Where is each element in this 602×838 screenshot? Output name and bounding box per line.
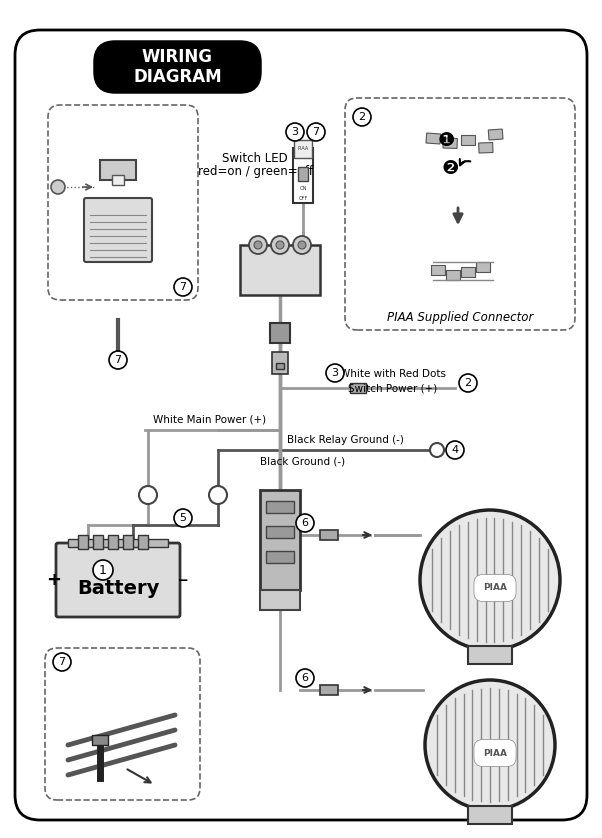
Bar (293, 148, 313, 203)
Text: 7: 7 (58, 657, 66, 667)
Bar (476, 262, 490, 272)
Circle shape (459, 374, 477, 392)
Circle shape (139, 486, 157, 504)
Text: 2: 2 (464, 378, 471, 388)
Bar (426, 133, 441, 144)
Bar (479, 142, 493, 153)
Text: PIAA: PIAA (483, 748, 507, 758)
Text: ON: ON (299, 187, 307, 192)
Text: +: + (46, 571, 61, 589)
Text: 4: 4 (452, 445, 459, 455)
Circle shape (293, 236, 311, 254)
Text: –: – (178, 570, 188, 590)
Text: 7: 7 (114, 355, 122, 365)
Bar (272, 352, 288, 374)
Bar (276, 363, 284, 369)
FancyBboxPatch shape (15, 30, 587, 820)
Bar (108, 535, 118, 549)
Bar (78, 535, 88, 549)
Bar (320, 685, 338, 695)
Bar (443, 138, 458, 148)
Bar (266, 501, 294, 513)
Circle shape (53, 653, 71, 671)
Bar (298, 167, 308, 181)
Text: 1: 1 (99, 563, 107, 577)
Text: ❷: ❷ (441, 158, 459, 178)
Text: PIAA Supplied Connector: PIAA Supplied Connector (387, 312, 533, 324)
Text: Switch Power (+): Switch Power (+) (349, 384, 438, 394)
Circle shape (296, 514, 314, 532)
Text: OFF: OFF (299, 196, 308, 201)
Bar (461, 267, 475, 277)
Text: PIAA: PIAA (483, 583, 507, 592)
Circle shape (254, 241, 262, 249)
Bar (260, 490, 300, 590)
Text: 7: 7 (312, 127, 320, 137)
Bar (93, 535, 103, 549)
FancyBboxPatch shape (84, 198, 152, 262)
Bar (468, 806, 512, 824)
Circle shape (109, 351, 127, 369)
Circle shape (174, 278, 192, 296)
Text: 7: 7 (179, 282, 187, 292)
Circle shape (286, 123, 304, 141)
Text: 5: 5 (179, 513, 187, 523)
Text: ❶: ❶ (437, 131, 455, 149)
FancyBboxPatch shape (95, 42, 260, 92)
Text: 3: 3 (291, 127, 299, 137)
Bar (446, 270, 460, 280)
Bar (468, 646, 512, 664)
Text: 6: 6 (302, 673, 308, 683)
Circle shape (174, 509, 192, 527)
Bar (266, 526, 294, 538)
Circle shape (51, 180, 65, 194)
Bar (350, 383, 366, 393)
Bar (68, 539, 168, 547)
Bar (431, 265, 445, 275)
Bar (100, 160, 136, 180)
Circle shape (430, 443, 444, 457)
Text: 2: 2 (358, 112, 365, 122)
Bar (240, 245, 320, 295)
Text: PIAA: PIAA (297, 147, 309, 152)
Bar (138, 535, 148, 549)
Bar (92, 735, 108, 745)
Text: Switch LED: Switch LED (222, 152, 288, 164)
Circle shape (353, 108, 371, 126)
Bar (461, 135, 475, 145)
Circle shape (209, 486, 227, 504)
Text: 3: 3 (332, 368, 338, 378)
Text: WIRING
DIAGRAM: WIRING DIAGRAM (133, 49, 222, 85)
Circle shape (93, 560, 113, 580)
Bar (260, 590, 300, 610)
Bar (123, 535, 133, 549)
Text: red=on / green=off: red=on / green=off (197, 165, 312, 178)
Bar (320, 530, 338, 540)
Circle shape (425, 680, 555, 810)
Bar (112, 175, 124, 185)
Text: Black Ground (-): Black Ground (-) (260, 457, 345, 467)
Text: Black Relay Ground (-): Black Relay Ground (-) (287, 435, 403, 445)
Circle shape (307, 123, 325, 141)
Circle shape (446, 441, 464, 459)
Bar (266, 551, 294, 563)
Circle shape (298, 241, 306, 249)
Text: Battery: Battery (77, 578, 159, 597)
Circle shape (249, 236, 267, 254)
Circle shape (326, 364, 344, 382)
Circle shape (271, 236, 289, 254)
Circle shape (276, 241, 284, 249)
Bar (294, 140, 312, 158)
Circle shape (296, 669, 314, 687)
FancyBboxPatch shape (56, 543, 180, 617)
Circle shape (420, 510, 560, 650)
Bar (488, 129, 503, 140)
Text: White with Red Dots: White with Red Dots (340, 369, 446, 379)
Bar (270, 323, 290, 343)
Text: White Main Power (+): White Main Power (+) (154, 415, 267, 425)
Text: 6: 6 (302, 518, 308, 528)
